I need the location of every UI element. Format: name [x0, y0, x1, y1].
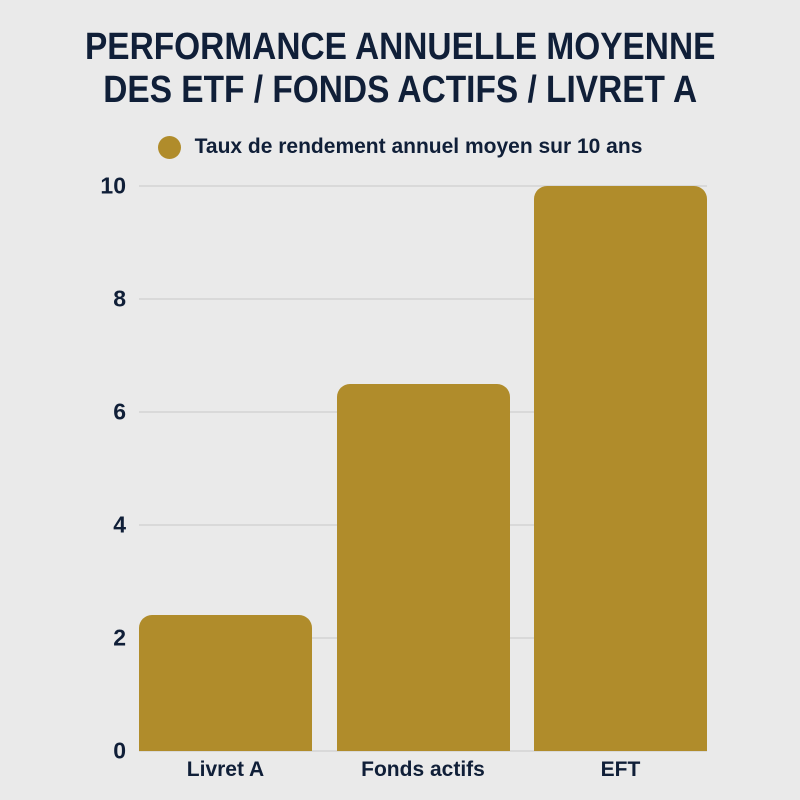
chart-title-line1: PERFORMANCE ANNUELLE MOYENNE	[84, 26, 716, 68]
bar-livret-a	[139, 615, 312, 751]
chart-title: PERFORMANCE ANNUELLE MOYENNE DES ETF / F…	[0, 26, 800, 112]
chart-title-line2: DES ETF / FONDS ACTIFS / LIVRET A	[103, 69, 697, 111]
legend-label: Taux de rendement annuel moyen sur 10 an…	[194, 135, 643, 158]
y-tick-label-6: 6	[113, 398, 126, 425]
x-axis: Livret A Fonds actifs EFT	[139, 758, 707, 782]
y-tick-label-2: 2	[113, 624, 126, 651]
y-tick-label-4: 4	[113, 511, 126, 538]
y-axis: 0 2 4 6 8 10	[0, 174, 126, 762]
gridline-0	[139, 750, 707, 752]
gridline-10	[139, 185, 707, 187]
chart-title-text: PERFORMANCE ANNUELLE MOYENNE DES ETF / F…	[85, 26, 715, 112]
plot-area	[139, 185, 707, 752]
x-label-eft: EFT	[600, 758, 641, 781]
x-label-fonds-actifs: Fonds actifs	[361, 758, 485, 781]
gridline-8	[139, 298, 707, 300]
legend: Taux de rendement annuel moyen sur 10 an…	[0, 135, 800, 159]
bar-fonds-actifs	[336, 383, 510, 751]
y-tick-label-8: 8	[113, 285, 126, 312]
legend-marker-icon	[157, 135, 181, 159]
y-tick-label-0: 0	[113, 737, 126, 764]
y-tick-label-10: 10	[100, 172, 126, 199]
x-label-livret-a: Livret A	[186, 758, 265, 781]
bar-eft	[534, 186, 707, 751]
